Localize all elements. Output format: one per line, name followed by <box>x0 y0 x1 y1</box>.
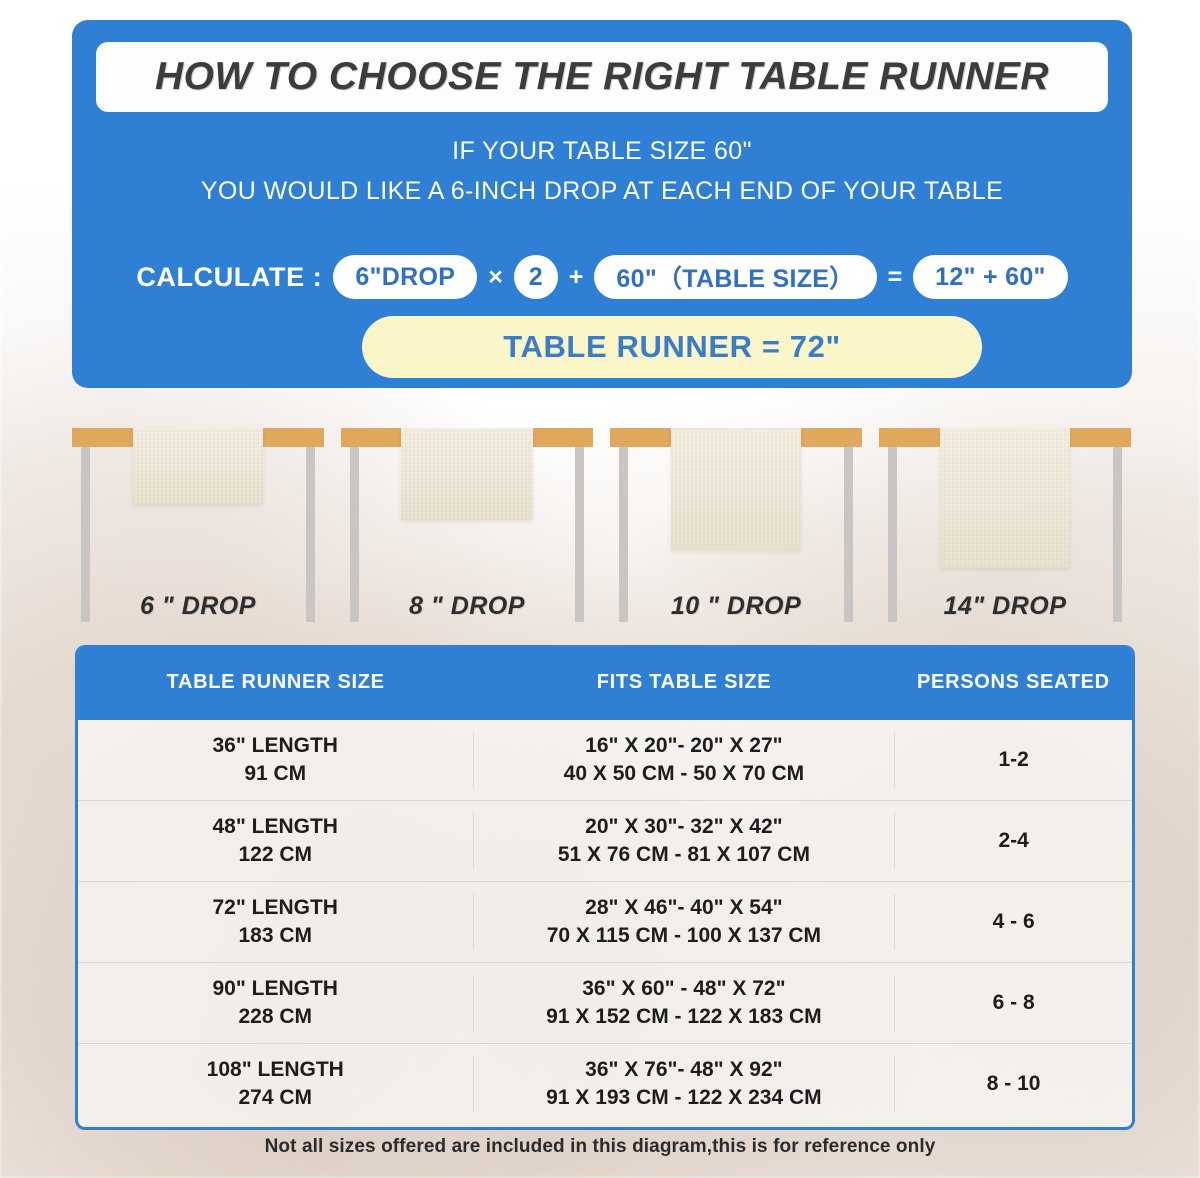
table-leg-left <box>350 447 359 622</box>
table-leg-left <box>888 447 897 622</box>
tabletop-right <box>800 428 862 447</box>
cell-runner-size: 108" LENGTH 274 CM <box>78 1055 474 1113</box>
cell-runner-size: 48" LENGTH 122 CM <box>78 812 474 870</box>
runner-size-inches: 48" LENGTH <box>212 814 338 838</box>
table-leg-left <box>81 447 90 622</box>
page-title: HOW TO CHOOSE THE RIGHT TABLE RUNNER <box>154 55 1050 98</box>
result-banner: TABLE RUNNER = 72" <box>362 316 982 378</box>
cell-runner-size: 90" LENGTH 228 CM <box>78 974 474 1032</box>
runner-size-inches: 72" LENGTH <box>212 895 338 919</box>
subtitle-line-2: YOU WOULD LIKE A 6-INCH DROP AT EACH END… <box>200 177 1004 205</box>
footer-disclaimer: Not all sizes offered are included in th… <box>264 1136 936 1157</box>
runner-size-inches: 108" LENGTH <box>206 1057 344 1081</box>
table-runner-cloth <box>940 428 1070 568</box>
drop-label: 6 " DROP <box>140 592 256 620</box>
fits-inches: 16" X 20"- 20" X 27" <box>585 733 783 757</box>
pill-multiplier-two: 2 <box>513 255 558 299</box>
fits-cm: 91 X 193 CM - 122 X 234 CM <box>546 1086 822 1109</box>
calculate-label: CALCULATE : <box>136 261 323 292</box>
size-chart-table: TABLE RUNNER SIZE FITS TABLE SIZE PERSON… <box>75 645 1135 1130</box>
pill-table-size: 60"（TABLE SIZE） <box>594 255 877 299</box>
table-row: 108" LENGTH 274 CM 36" X 76"- 48" X 92" … <box>78 1044 1132 1124</box>
cell-runner-size: 72" LENGTH 183 CM <box>78 893 474 951</box>
cell-persons-seated: 1-2 <box>998 747 1029 771</box>
cell-fits-table-size: 36" X 76"- 48" X 92" 91 X 193 CM - 122 X… <box>474 1055 896 1113</box>
drop-label: 8 " DROP <box>409 592 525 620</box>
table-runner-cloth <box>671 428 801 550</box>
column-header-persons-seated: PERSONS SEATED <box>917 671 1110 693</box>
fits-cm: 91 X 152 CM - 122 X 183 CM <box>546 1005 822 1028</box>
runner-size-cm: 183 CM <box>238 924 313 947</box>
operator-equals: = <box>887 262 903 291</box>
tabletop-left <box>879 428 941 447</box>
drop-illustration: 8 " DROP <box>341 425 593 625</box>
cell-fits-table-size: 28" X 46"- 40" X 54" 70 X 115 CM - 100 X… <box>474 893 896 951</box>
drop-illustration: 14" DROP <box>879 425 1131 625</box>
table-leg-right <box>1113 447 1122 622</box>
cell-runner-size: 36" LENGTH 91 CM <box>78 731 474 789</box>
table-leg-left <box>619 447 628 622</box>
cell-fits-table-size: 20" X 30"- 32" X 42" 51 X 76 CM - 81 X 1… <box>474 812 896 870</box>
operator-plus: + <box>568 262 584 291</box>
pill-drop-value: 6"DROP <box>333 255 478 299</box>
runner-size-cm: 91 CM <box>244 762 307 785</box>
cell-persons-seated: 6 - 8 <box>992 990 1035 1014</box>
table-leg-right <box>844 447 853 622</box>
tabletop-right <box>1069 428 1131 447</box>
column-header-runner-size: TABLE RUNNER SIZE <box>166 671 385 693</box>
drop-label: 10 " DROP <box>670 592 802 620</box>
cell-persons-seated: 4 - 6 <box>992 909 1035 933</box>
cell-fits-table-size: 16" X 20"- 20" X 27" 40 X 50 CM - 50 X 7… <box>474 731 896 789</box>
fits-cm: 70 X 115 CM - 100 X 137 CM <box>546 924 822 947</box>
title-plate: HOW TO CHOOSE THE RIGHT TABLE RUNNER <box>96 42 1108 112</box>
runner-size-cm: 122 CM <box>238 843 313 866</box>
table-row: 72" LENGTH 183 CM 28" X 46"- 40" X 54" 7… <box>78 882 1132 963</box>
tabletop-left <box>610 428 672 447</box>
table-header-row: TABLE RUNNER SIZE FITS TABLE SIZE PERSON… <box>78 645 1132 720</box>
pill-sum: 12" + 60" <box>913 255 1068 299</box>
subtitle-line-1: IF YOUR TABLE SIZE 60" <box>452 137 752 165</box>
cell-persons-seated: 2-4 <box>998 828 1029 852</box>
runner-size-inches: 36" LENGTH <box>212 733 338 757</box>
fits-cm: 40 X 50 CM - 50 X 70 CM <box>563 762 805 785</box>
fits-inches: 36" X 76"- 48" X 92" <box>585 1057 783 1081</box>
drop-illustrations: 6 " DROP 8 " DROP 10 " DROP 14" DROP <box>72 425 1132 625</box>
table-runner-cloth <box>401 428 533 520</box>
table-leg-right <box>306 447 315 622</box>
fits-inches: 36" X 60" - 48" X 72" <box>582 976 786 1000</box>
table-row: 48" LENGTH 122 CM 20" X 30"- 32" X 42" 5… <box>78 801 1132 882</box>
column-header-fits-table-size: FITS TABLE SIZE <box>596 671 772 693</box>
fits-inches: 20" X 30"- 32" X 42" <box>585 814 783 838</box>
drop-illustration: 10 " DROP <box>610 425 862 625</box>
calculation-row: CALCULATE : 6"DROP × 2 + 60"（TABLE SIZE）… <box>72 252 1132 302</box>
table-row: 36" LENGTH 91 CM 16" X 20"- 20" X 27" 40… <box>78 720 1132 801</box>
runner-size-cm: 274 CM <box>238 1086 313 1109</box>
fits-cm: 51 X 76 CM - 81 X 107 CM <box>557 843 810 866</box>
fits-inches: 28" X 46"- 40" X 54" <box>585 895 783 919</box>
cell-fits-table-size: 36" X 60" - 48" X 72" 91 X 152 CM - 122 … <box>474 974 896 1032</box>
runner-size-inches: 90" LENGTH <box>212 976 338 1000</box>
drop-label: 14" DROP <box>943 592 1067 620</box>
table-leg-right <box>575 447 584 622</box>
result-text: TABLE RUNNER = 72" <box>503 329 841 364</box>
runner-size-cm: 228 CM <box>238 1005 313 1028</box>
table-row: 90" LENGTH 228 CM 36" X 60" - 48" X 72" … <box>78 963 1132 1044</box>
drop-illustration: 6 " DROP <box>72 425 324 625</box>
hero-panel: HOW TO CHOOSE THE RIGHT TABLE RUNNER IF … <box>72 20 1132 388</box>
table-runner-cloth <box>133 428 263 504</box>
cell-persons-seated: 8 - 10 <box>986 1071 1041 1095</box>
operator-multiply: × <box>488 262 503 291</box>
